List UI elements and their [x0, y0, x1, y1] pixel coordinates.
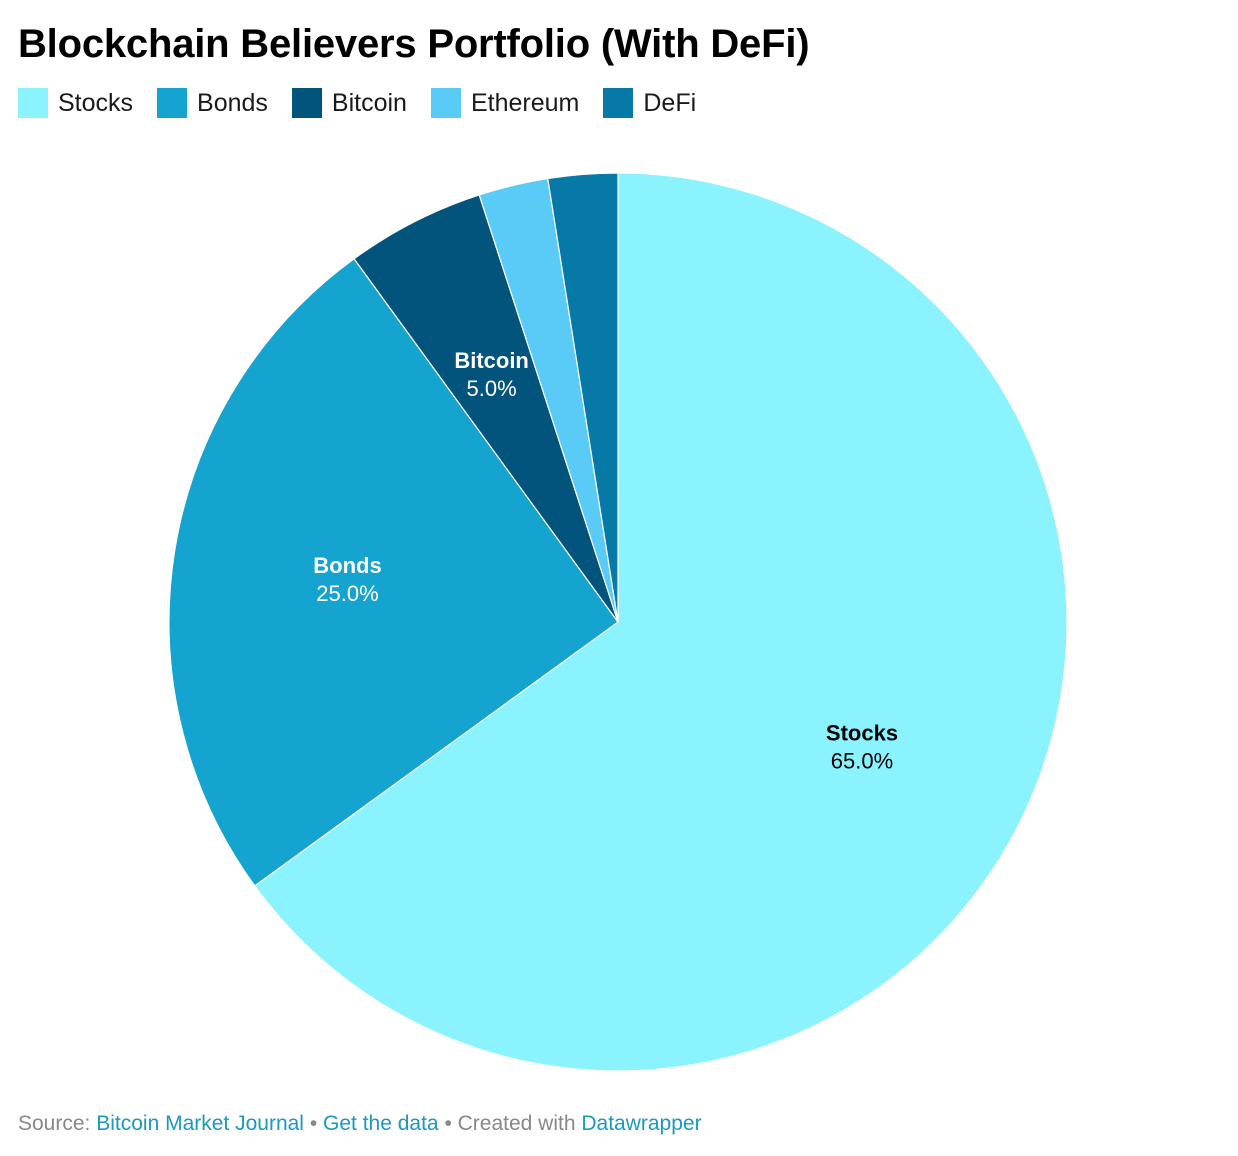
- legend-item-defi: DeFi: [603, 88, 696, 118]
- pie-slice-defi[interactable]: [547, 172, 619, 623]
- legend-item-bonds: Bonds: [157, 88, 268, 118]
- legend-swatch-defi: [603, 88, 634, 118]
- legend-label-bitcoin: Bitcoin: [331, 89, 407, 117]
- legend-label-stocks: Stocks: [58, 89, 134, 117]
- slice-label-name-bitcoin: Bitcoin: [454, 348, 529, 373]
- legend-label-ethereum: Ethereum: [470, 89, 580, 117]
- datawrapper-link[interactable]: Datawrapper: [581, 1112, 702, 1135]
- legend-swatch-ethereum: [430, 88, 461, 118]
- source-prefix: Source:: [18, 1112, 97, 1135]
- slice-label-name-bonds: Bonds: [313, 553, 381, 578]
- legend-label-defi: DeFi: [643, 89, 697, 117]
- legend-item-ethereum: Ethereum: [430, 88, 580, 118]
- chart-footer: Source: Bitcoin Market Journal • Get the…: [18, 1110, 702, 1138]
- legend-item-stocks: Stocks: [18, 88, 133, 118]
- chart-legend: Stocks Bonds Bitcoin Ethereum DeFi: [18, 86, 720, 120]
- get-the-data-link[interactable]: Get the data: [323, 1112, 439, 1135]
- slice-label-bonds: Bonds 25.0%: [313, 553, 381, 606]
- created-with-text: • Created with: [438, 1112, 582, 1135]
- legend-item-bitcoin: Bitcoin: [291, 88, 407, 118]
- slice-label-bitcoin: Bitcoin 5.0%: [454, 348, 529, 401]
- legend-swatch-stocks: [18, 88, 48, 118]
- slice-label-stocks: Stocks 65.0%: [826, 720, 898, 773]
- pie-chart: Stocks 65.0% Bonds 25.0% Bitcoin 5.0%: [168, 172, 1068, 1072]
- slice-label-value-bonds: 25.0%: [316, 581, 378, 606]
- source-link[interactable]: Bitcoin Market Journal: [96, 1112, 304, 1135]
- footer-separator: •: [303, 1112, 324, 1135]
- slice-label-value-stocks: 65.0%: [831, 748, 893, 773]
- legend-swatch-bitcoin: [291, 88, 322, 118]
- slice-label-value-bitcoin: 5.0%: [467, 376, 517, 401]
- slice-label-name-stocks: Stocks: [826, 720, 898, 745]
- chart-title: Blockchain Believers Portfolio (With DeF…: [18, 22, 810, 66]
- legend-swatch-bonds: [157, 88, 188, 118]
- legend-label-bonds: Bonds: [197, 89, 268, 117]
- pie-slice-bonds[interactable]: [168, 257, 619, 887]
- pie-slice-stocks[interactable]: [253, 172, 1068, 1072]
